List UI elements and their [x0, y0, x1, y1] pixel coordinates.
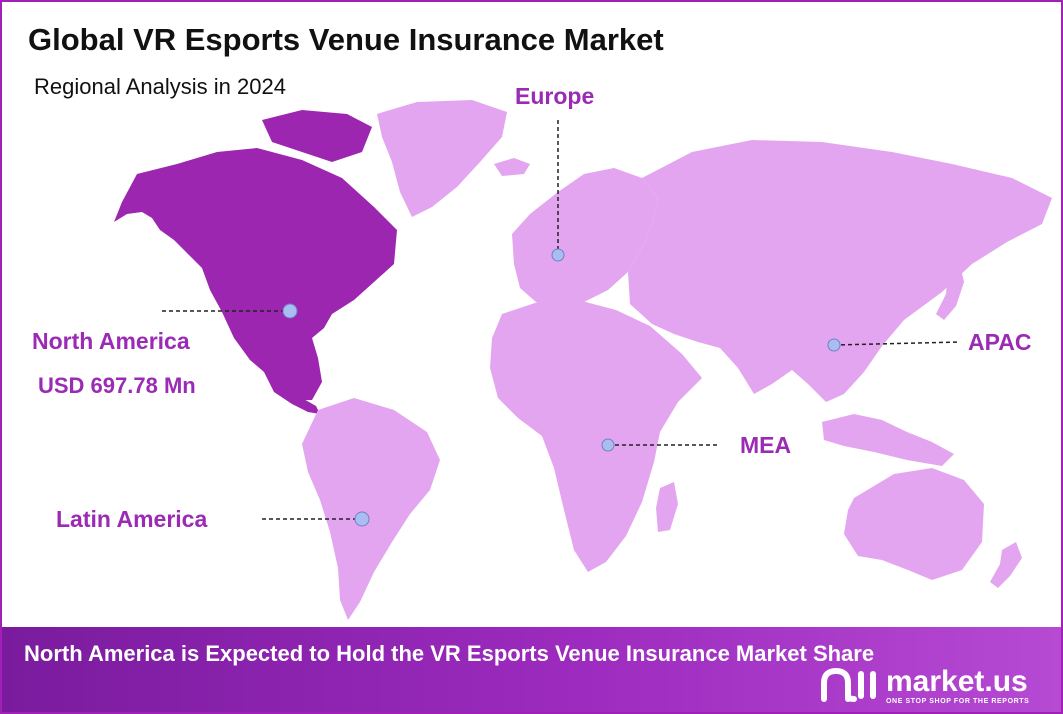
europe-marker	[551, 248, 565, 262]
latin-america-label: Latin America	[56, 506, 208, 532]
asia-shape	[628, 140, 1052, 402]
mea-marker	[601, 438, 615, 452]
logo-name: market.us	[886, 665, 1028, 698]
arctic-islands-shape	[262, 110, 372, 162]
madagascar-shape	[656, 482, 678, 532]
north-america-shape	[114, 148, 397, 400]
japan-shape	[936, 264, 964, 320]
iceland-shape	[494, 158, 530, 176]
north-america-value: USD 697.78 Mn	[38, 373, 196, 398]
latin-america-marker	[354, 511, 370, 527]
footer-banner: North America is Expected to Hold the VR…	[2, 627, 1061, 712]
market-us-logo-icon	[821, 667, 876, 702]
market-us-logo: market.us ONE STOP SHOP FOR THE REPORTS	[820, 665, 1056, 705]
south-america-shape	[302, 398, 440, 620]
europe-label: Europe	[515, 83, 595, 109]
footer-text: North America is Expected to Hold the VR…	[24, 641, 875, 666]
north-america-marker	[282, 303, 298, 319]
apac-leader-line	[833, 341, 961, 346]
australia-shape	[844, 468, 984, 580]
greenland-shape	[377, 100, 507, 217]
africa-shape	[490, 300, 702, 572]
europe-shape	[512, 168, 658, 306]
new-zealand-shape	[990, 542, 1022, 588]
logo-tagline: ONE STOP SHOP FOR THE REPORTS	[886, 698, 1030, 705]
southeast-asia-islands-shape	[822, 414, 954, 466]
page-subtitle: Regional Analysis in 2024	[34, 74, 286, 99]
north-america-label: North America	[32, 328, 190, 354]
page-title: Global VR Esports Venue Insurance Market	[28, 22, 664, 57]
mea-label: MEA	[740, 432, 792, 458]
world-map	[114, 100, 1052, 620]
apac-label: APAC	[968, 329, 1032, 355]
central-america-shape	[264, 372, 320, 414]
apac-marker	[827, 338, 841, 352]
